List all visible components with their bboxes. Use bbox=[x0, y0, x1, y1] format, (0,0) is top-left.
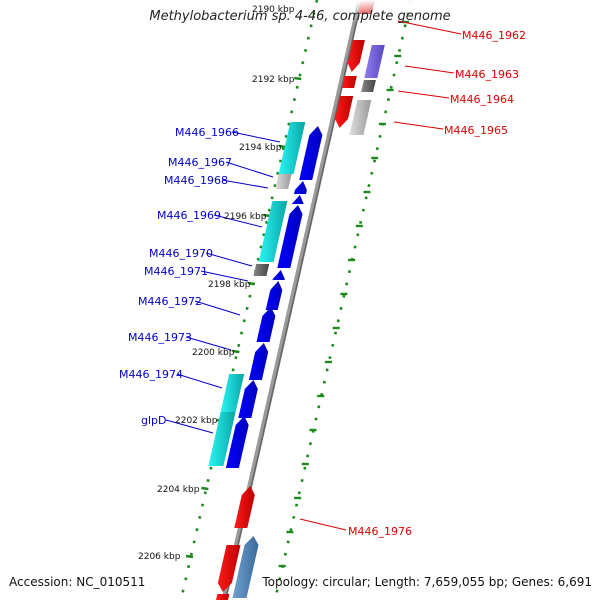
gene-M446_1974b[interactable] bbox=[238, 380, 258, 418]
feature-cyan-1974[interactable] bbox=[220, 374, 245, 412]
leader-M446_1965 bbox=[393, 121, 444, 130]
kbp-tick-7 bbox=[185, 554, 194, 559]
kbp-label-2196: 2196 kbp bbox=[224, 212, 267, 222]
map-title: Methylobacterium sp. 4-46, complete geno… bbox=[149, 9, 451, 24]
gene-label-M446_1965[interactable]: M446_1965 bbox=[444, 124, 508, 137]
kbp-label-2198: 2198 kbp bbox=[208, 280, 251, 290]
leader-M446_1963 bbox=[404, 65, 455, 74]
top-fade bbox=[320, 0, 450, 22]
gene-label-M446_1964[interactable]: M446_1964 bbox=[450, 93, 514, 106]
gene-label-M446_1972[interactable]: M446_1972 bbox=[138, 295, 202, 308]
gene-M446_1964[interactable] bbox=[342, 76, 357, 88]
outer-scale-right bbox=[273, 0, 413, 600]
accession-text: Accession: NC_010511 bbox=[9, 575, 146, 589]
leader-M446_1964 bbox=[397, 90, 450, 99]
leader-M446_1972 bbox=[194, 300, 241, 316]
kbp-label-2200: 2200 kbp bbox=[192, 348, 235, 358]
outer-scale-left bbox=[179, 0, 319, 600]
gene-red-bottom[interactable] bbox=[217, 545, 241, 592]
leader-M446_1973 bbox=[185, 336, 232, 351]
gene-M446_1963a[interactable] bbox=[347, 40, 365, 72]
feature-gray-1967[interactable] bbox=[275, 174, 292, 189]
gene-label-M446_1973[interactable]: M446_1973 bbox=[128, 331, 192, 344]
kbp-label-2192: 2192 kbp bbox=[252, 75, 295, 85]
kbp-label-2202: 2202 kbp bbox=[175, 416, 218, 426]
feature-steel-bottom[interactable] bbox=[232, 536, 259, 598]
leader-M446_1971 bbox=[200, 270, 249, 282]
gene-label-M446_1967[interactable]: M446_1967 bbox=[168, 156, 232, 169]
gene-M446_1968[interactable] bbox=[291, 195, 304, 204]
gene-M446_1976[interactable] bbox=[234, 486, 255, 528]
gene-label-M446_1971[interactable]: M446_1971 bbox=[144, 265, 208, 278]
label-leaders bbox=[165, 20, 462, 531]
kbp-tick-3 bbox=[247, 281, 256, 286]
gene-label-glpD[interactable]: glpD bbox=[141, 414, 167, 427]
kbp-label-2206: 2206 kbp bbox=[138, 552, 181, 562]
leader-M446_1969 bbox=[213, 214, 263, 228]
kbp-tick-4 bbox=[232, 349, 240, 354]
leader-glpD bbox=[165, 419, 214, 434]
kbp-tick-0 bbox=[294, 76, 302, 81]
gene-glpD[interactable] bbox=[225, 416, 249, 468]
feature-gray-1965[interactable] bbox=[349, 100, 372, 135]
gene-label-M446_1970[interactable]: M446_1970 bbox=[149, 247, 213, 260]
gene-M446_1974a[interactable] bbox=[248, 343, 269, 380]
gene-M446_1966[interactable] bbox=[299, 126, 323, 180]
gene-label-M446_1963[interactable]: M446_1963 bbox=[455, 68, 519, 81]
leader-M446_1976 bbox=[299, 518, 347, 531]
gene-M446_1970[interactable] bbox=[272, 270, 285, 280]
kbp-tick-6 bbox=[201, 486, 209, 491]
feature-gray-1964[interactable] bbox=[361, 80, 376, 92]
gene-label-M446_1969[interactable]: M446_1969 bbox=[157, 209, 221, 222]
gene-M446_1972[interactable] bbox=[265, 281, 283, 310]
leader-M446_1970 bbox=[205, 252, 253, 267]
leader-M446_1968 bbox=[221, 179, 269, 189]
gene-label-M446_1966[interactable]: M446_1966 bbox=[175, 126, 239, 139]
gene-red-bottom-2[interactable] bbox=[216, 594, 230, 600]
kbp-label-2190: 2190 kbp bbox=[252, 5, 295, 15]
gene-M446_1965[interactable] bbox=[335, 96, 354, 128]
gene-M446_1967[interactable] bbox=[294, 181, 307, 194]
topology-text: Topology: circular; Length: 7,659,055 bp… bbox=[262, 575, 592, 589]
gene-M446_1973[interactable] bbox=[256, 307, 276, 342]
feature-cyan-1966[interactable] bbox=[278, 122, 306, 174]
leader-M446_1962 bbox=[397, 20, 462, 35]
gene-label-M446_1968[interactable]: M446_1968 bbox=[164, 174, 228, 187]
gene-M446_1969[interactable] bbox=[277, 205, 303, 268]
gene-label-M446_1976[interactable]: M446_1976 bbox=[348, 525, 412, 538]
kbp-label-2194: 2194 kbp bbox=[239, 143, 282, 153]
feature-purple-1963[interactable] bbox=[364, 45, 385, 78]
leader-M446_1966 bbox=[231, 131, 281, 143]
leader-M446_1974 bbox=[176, 373, 223, 389]
gene-label-M446_1962[interactable]: M446_1962 bbox=[462, 29, 526, 42]
gene-label-M446_1974[interactable]: M446_1974 bbox=[119, 368, 183, 381]
feature-cyan-glpD[interactable] bbox=[208, 412, 236, 466]
kbp-label-2204: 2204 kbp bbox=[157, 485, 200, 495]
feature-cyan-1969[interactable] bbox=[258, 201, 288, 262]
feature-gray-1970[interactable] bbox=[253, 264, 270, 276]
leader-M446_1967 bbox=[225, 161, 274, 178]
gene-features bbox=[208, 0, 385, 600]
